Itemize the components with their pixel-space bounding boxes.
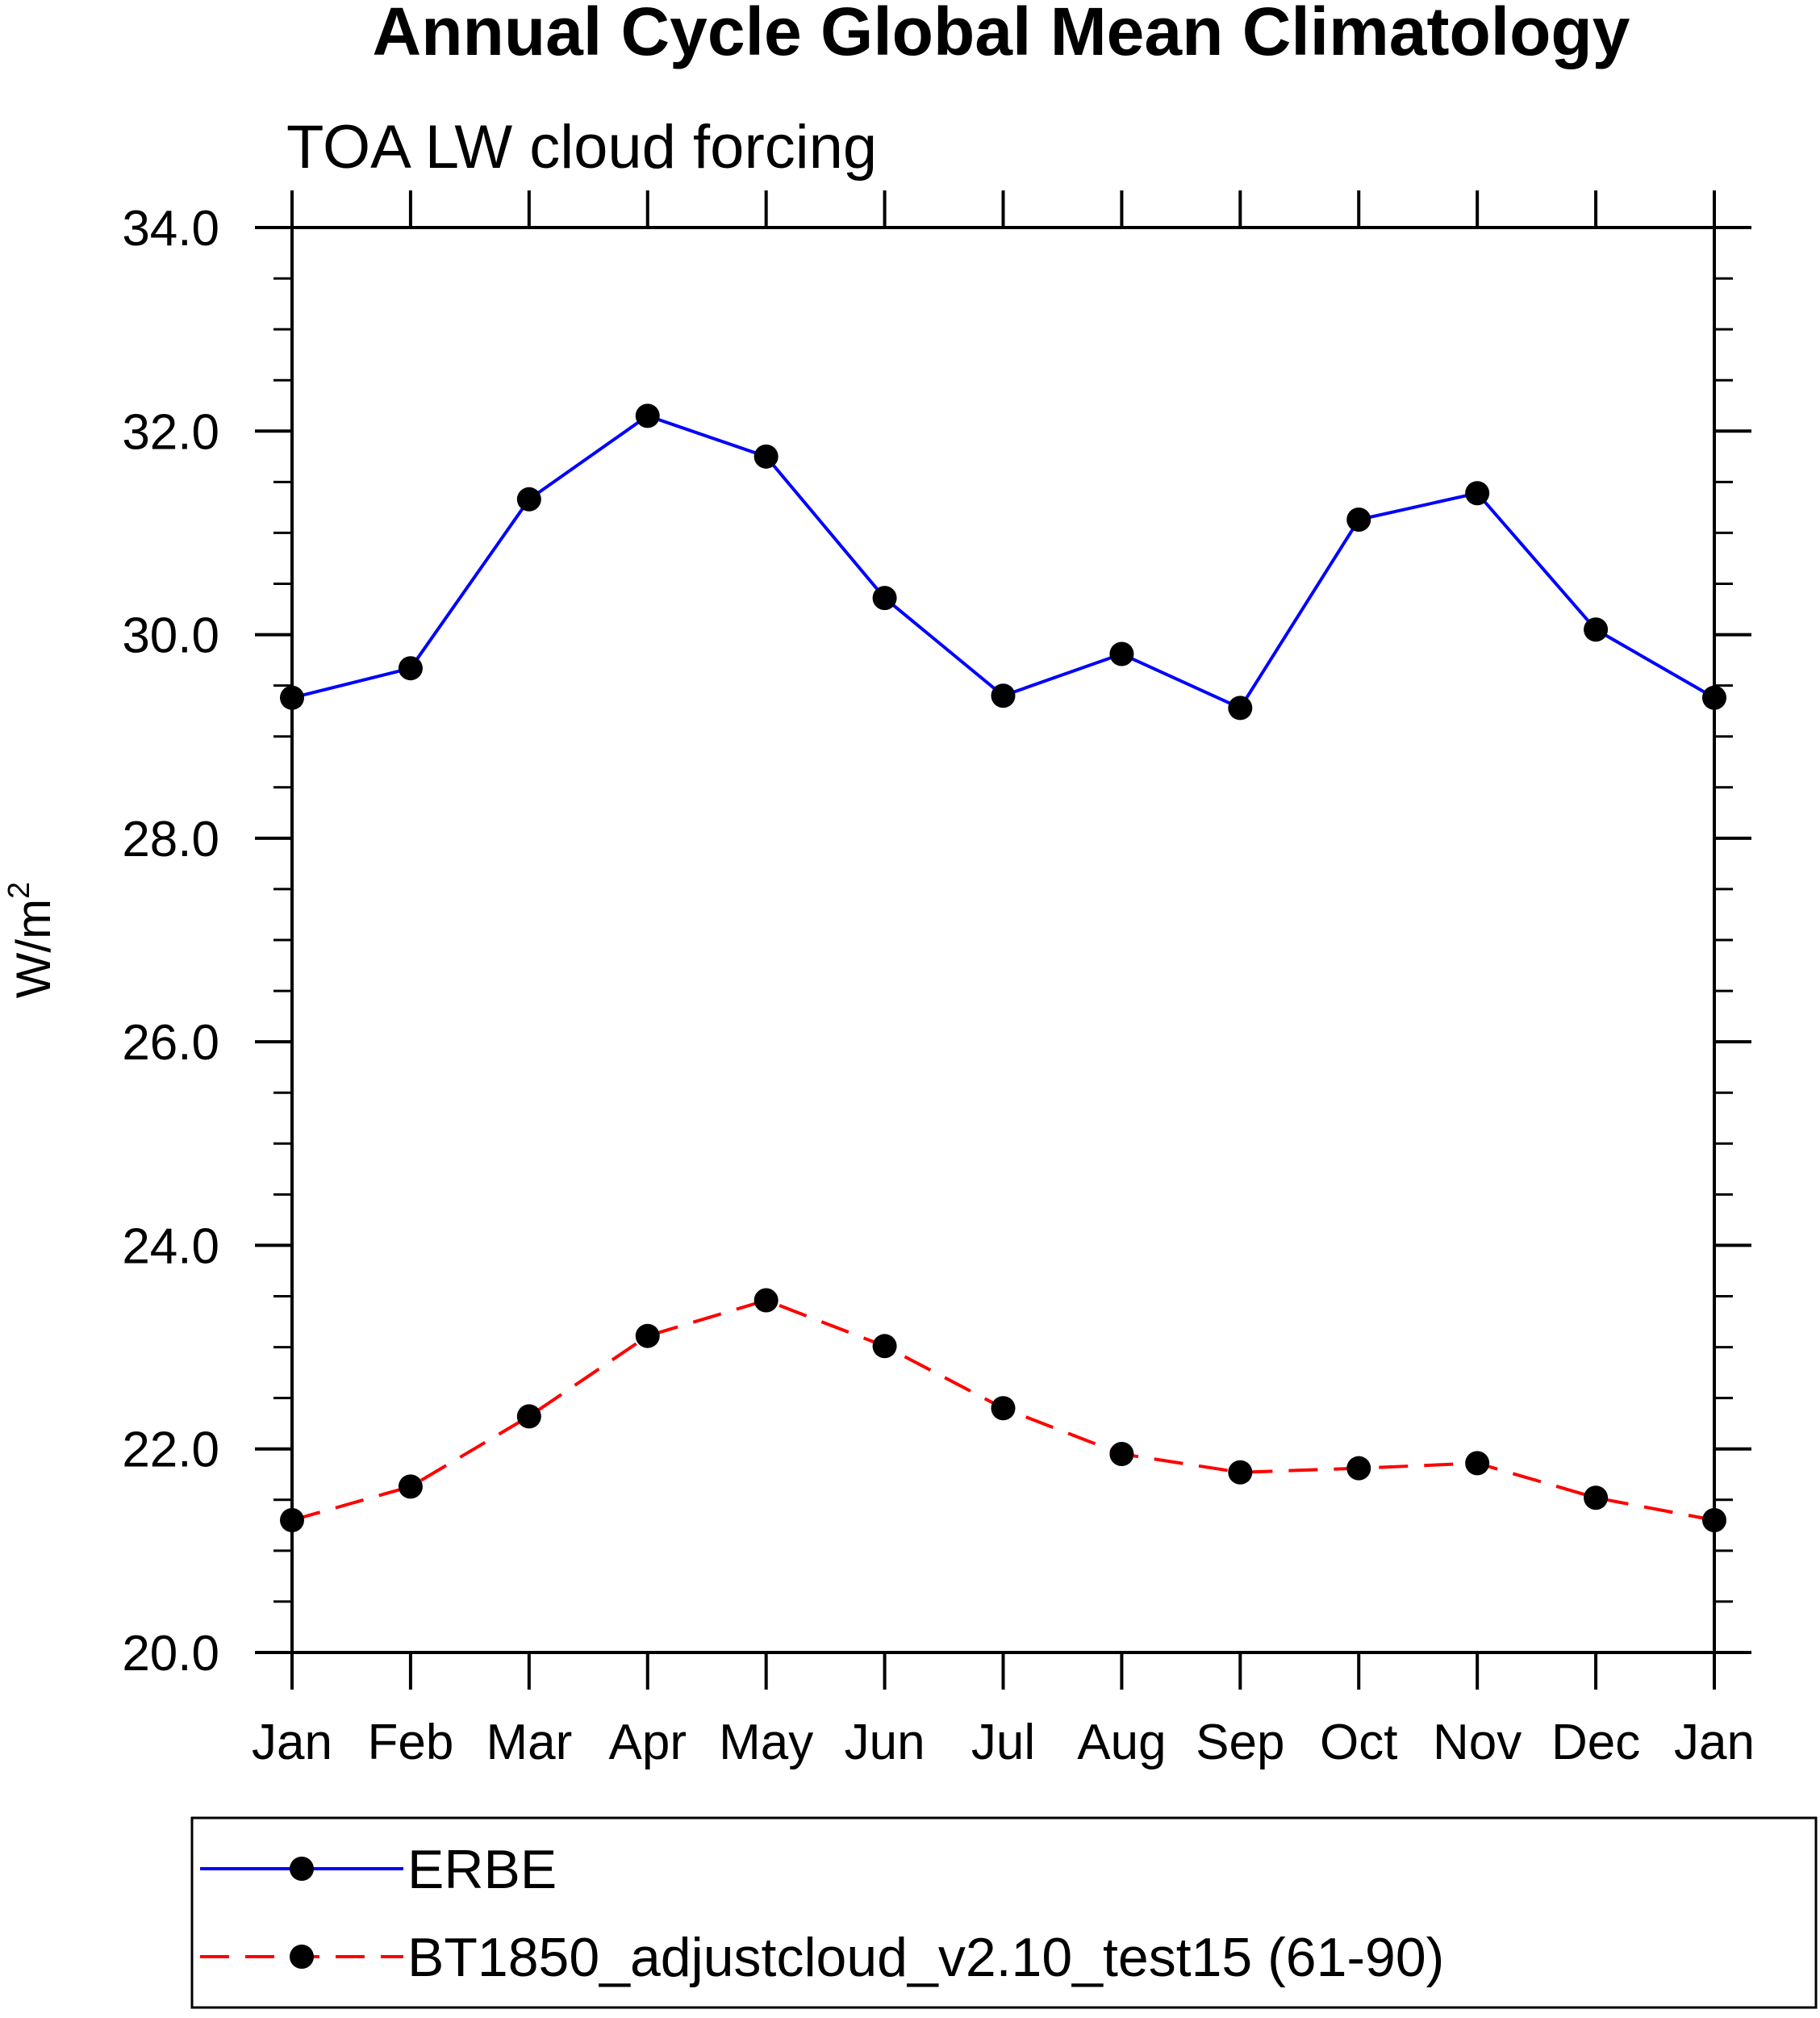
data-point [1584, 617, 1609, 642]
x-tick-label: Nov [1433, 1715, 1522, 1770]
data-point [1465, 481, 1490, 506]
x-tick-label: Jan [1674, 1715, 1755, 1770]
x-tick-label: Apr [609, 1715, 687, 1770]
data-point [991, 1396, 1016, 1421]
x-tick-label: Feb [367, 1715, 453, 1770]
data-point [1346, 1456, 1371, 1481]
data-point [991, 683, 1016, 708]
x-tick-label: Sep [1196, 1715, 1284, 1770]
data-point [1465, 1451, 1490, 1476]
y-tick-label: 32.0 [122, 404, 219, 460]
x-tick-label: Mar [486, 1715, 572, 1770]
y-tick-label: 22.0 [122, 1423, 219, 1478]
data-point [1228, 1460, 1253, 1485]
x-tick-label: May [719, 1715, 813, 1770]
data-point [753, 1288, 779, 1313]
data-point [516, 1404, 541, 1429]
data-point [1228, 696, 1253, 721]
chart-title: Annual Cycle Global Mean Climatology [373, 0, 1630, 69]
y-tick-label: 34.0 [122, 201, 219, 257]
legend-label: BT1850_adjustcloud_v2.10_test15 (61-90) [407, 1927, 1444, 1988]
data-point [398, 1474, 423, 1499]
x-tick-label: Dec [1551, 1715, 1640, 1770]
y-axis-label-text: W/m [6, 899, 61, 998]
series-0 [280, 403, 1726, 721]
legend-marker [290, 1945, 314, 1969]
data-point [753, 444, 779, 469]
data-point [1346, 508, 1371, 533]
legend-marker [290, 1857, 314, 1881]
x-tick-label: Jan [252, 1715, 332, 1770]
data-point [1109, 1442, 1134, 1467]
y-tick-label: 26.0 [122, 1015, 219, 1071]
x-tick-label: Aug [1077, 1715, 1166, 1770]
y-tick-label: 24.0 [122, 1218, 219, 1274]
y-tick-label: 30.0 [122, 608, 219, 664]
data-point [635, 1323, 660, 1348]
y-axis-label-superscript: 2 [2, 882, 36, 899]
data-point [1109, 641, 1134, 666]
data-point [280, 685, 304, 710]
ticks-layer: 20.0 22.0 24.0 26.0 28.0 30.0 32.0 34.0 Jan Feb Ma… [122, 190, 1755, 1770]
x-tick-label: Jul [971, 1715, 1035, 1770]
series-line [291, 414, 1715, 710]
data-point [1702, 1508, 1726, 1533]
data-point [516, 487, 541, 512]
x-tick-label: Jun [845, 1715, 925, 1770]
data-point [280, 1508, 304, 1533]
y-tick-label: 28.0 [122, 812, 219, 867]
plot-frame [290, 226, 1716, 1654]
series-1 [280, 1288, 1726, 1533]
y-tick-label: 20.0 [122, 1626, 219, 1682]
y-axis-label: W/m2 [2, 882, 61, 998]
legend-box [190, 1816, 1818, 2009]
data-point [1702, 685, 1726, 710]
chart-subtitle: TOA LW cloud forcing [286, 113, 877, 182]
legend-label: ERBE [407, 1839, 557, 1900]
data-point [872, 1334, 897, 1359]
data-point [398, 656, 423, 681]
legend: ERBE BT1850_adjustcloud_v2.10_test15 (61-… [200, 1839, 1444, 1988]
x-tick-label: Oct [1320, 1715, 1397, 1770]
series-layer [280, 403, 1726, 1533]
data-point [635, 403, 660, 428]
data-point [1584, 1485, 1609, 1510]
data-point [872, 586, 897, 611]
